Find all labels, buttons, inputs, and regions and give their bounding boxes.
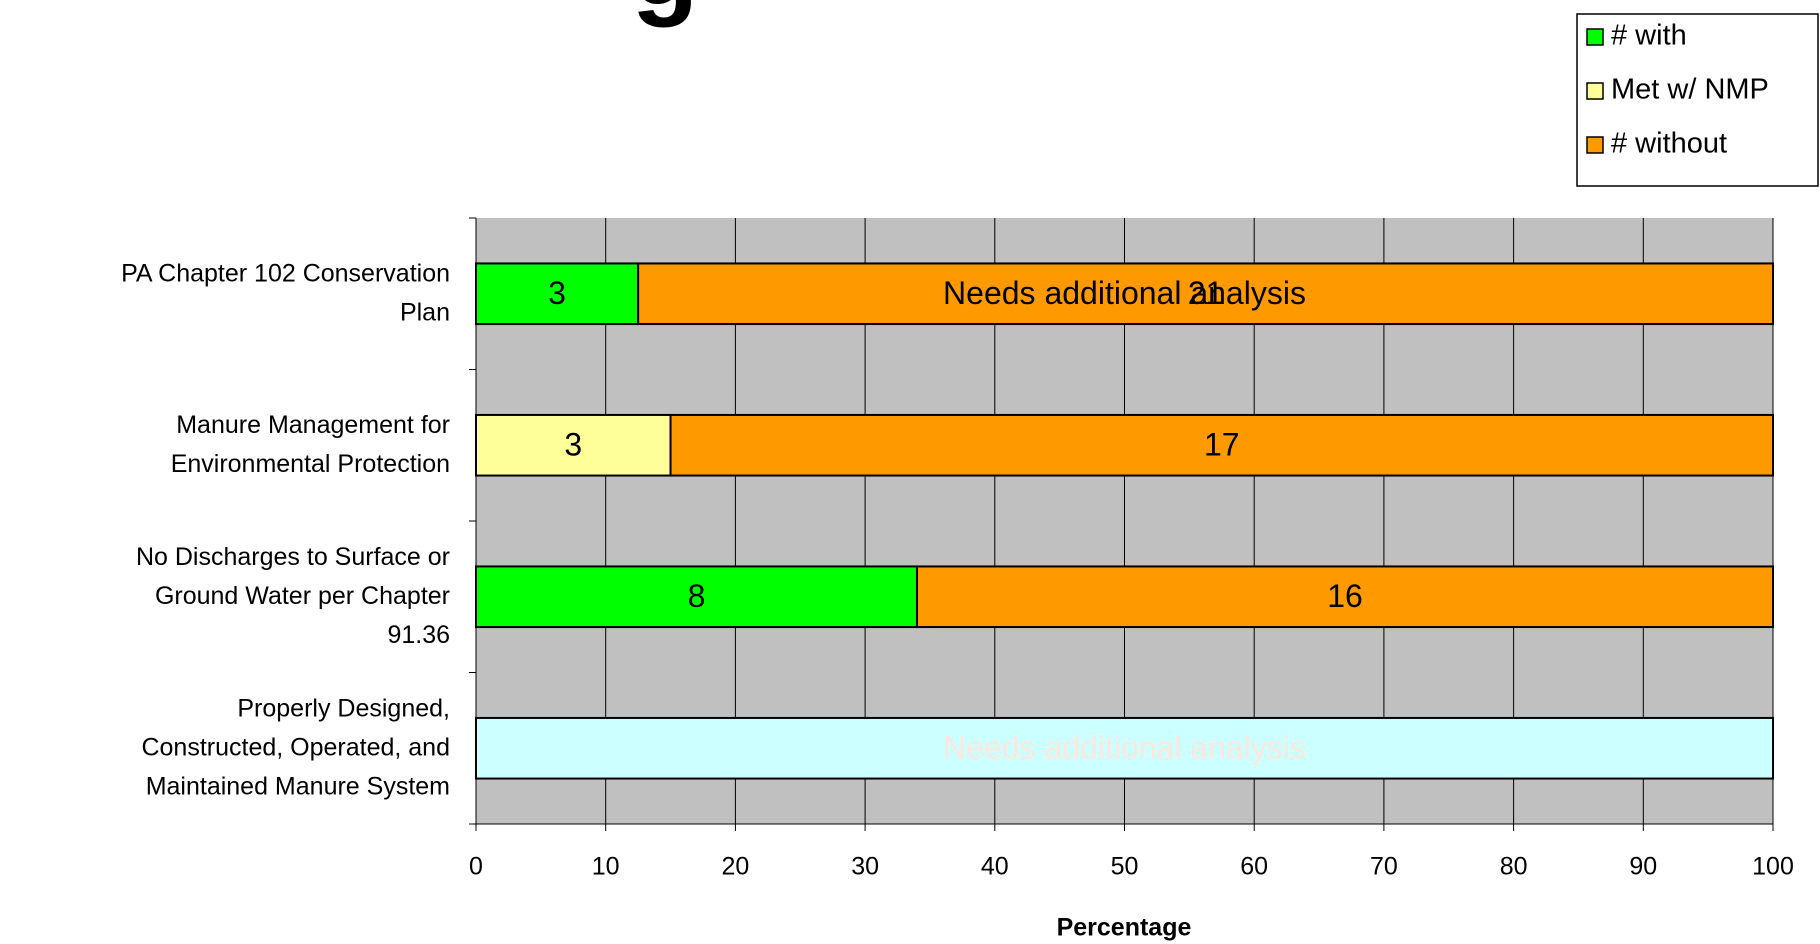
- x-tick-label: 70: [1370, 853, 1398, 881]
- bar-count-label: 16: [1327, 578, 1363, 614]
- y-tick-label: PA Chapter 102 Conservation Plan: [121, 259, 450, 326]
- y-tick-label: No Discharges to Surface or Ground Water …: [136, 542, 450, 648]
- x-tick-label: 20: [721, 853, 749, 881]
- legend-label: Met w/ NMP: [1611, 74, 1769, 106]
- y-tick-label: Properly Designed, Constructed, Operated,…: [141, 694, 450, 800]
- bar: [475, 716, 1774, 780]
- legend-swatch: [1586, 136, 1604, 154]
- x-tick-label: 30: [851, 853, 879, 881]
- annotation: Needs additional analysis: [943, 275, 1306, 311]
- bar: [669, 413, 1774, 477]
- bar: [637, 262, 1774, 326]
- legend-swatch: [1586, 82, 1604, 100]
- bar: [475, 565, 918, 629]
- x-tick-label: 100: [1752, 853, 1794, 881]
- bar-count-label: 21: [1188, 275, 1224, 311]
- bar-count-label: 3: [564, 427, 582, 463]
- x-tick-label: 50: [1111, 853, 1139, 881]
- x-tick-label: 0: [469, 853, 483, 881]
- y-tick-label: Manure Management for Environmental Prote…: [171, 410, 450, 477]
- bar-count-label: 17: [1204, 427, 1240, 463]
- legend-box: [1576, 13, 1819, 187]
- bar: [475, 413, 672, 477]
- x-tick-label: 40: [981, 853, 1009, 881]
- bar-count-label: 8: [688, 578, 706, 614]
- bar-count-label: 3: [548, 275, 566, 311]
- x-tick-label: 80: [1500, 853, 1528, 881]
- legend-swatch: [1586, 28, 1604, 46]
- legend-label: # without: [1611, 128, 1727, 160]
- bar: [915, 565, 1774, 629]
- legend-label: # with: [1611, 20, 1687, 52]
- x-tick-label: 60: [1240, 853, 1268, 881]
- x-axis-title: Percentage: [1057, 914, 1192, 942]
- bar: [475, 262, 640, 326]
- x-tick-label: 10: [592, 853, 620, 881]
- x-tick-label: 90: [1629, 853, 1657, 881]
- annotation: Needs additional analysis: [943, 730, 1306, 766]
- chart-title: g: [631, 0, 698, 28]
